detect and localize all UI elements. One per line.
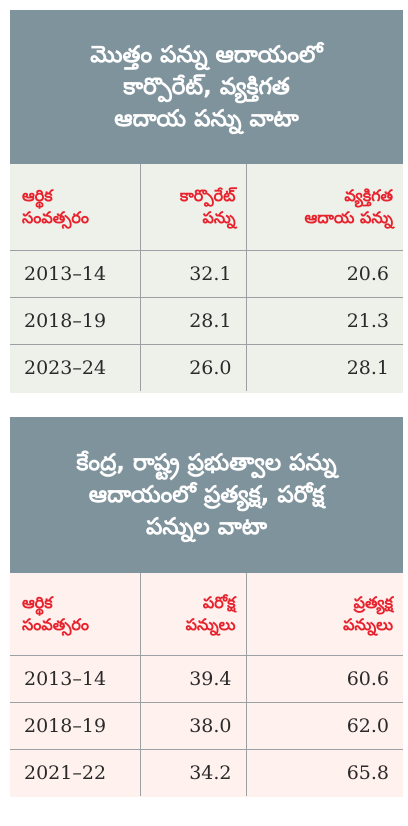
- header-personal-income-tax: వ్యక్తిగత ఆదాయ పన్ను: [245, 164, 403, 250]
- cell-direct: 62.0: [245, 702, 403, 749]
- title-line: ఆదాయంలో ప్రత్యక్ష, పరోక్ష: [88, 482, 325, 508]
- cell-indirect: 39.4: [139, 655, 246, 702]
- cell-corporate: 28.1: [139, 297, 246, 344]
- tax-share-table: ఆర్థిక సంవత్సరం పరోక్ష పన్నులు ప్రత్యక్ష పన…: [10, 573, 403, 796]
- table-row: 2021–22 34.2 65.8: [10, 749, 403, 796]
- cell-year: 2018–19: [24, 309, 107, 332]
- table-row: 2018–19 38.0 62.0: [10, 702, 403, 749]
- cell-year: 2013–14: [24, 667, 107, 690]
- cell-personal: 20.6: [245, 250, 403, 297]
- cell-direct: 60.6: [245, 655, 403, 702]
- title-line: పన్నుల వాటా: [146, 514, 267, 540]
- cell-year: 2018–19: [24, 714, 107, 737]
- header-financial-year: ఆర్థిక సంవత్సరం: [22, 592, 89, 634]
- cell-indirect: 38.0: [139, 702, 246, 749]
- cell-indirect: 34.2: [139, 749, 246, 796]
- cell-year: 2013–14: [24, 262, 107, 285]
- header-financial-year: ఆర్థిక సంవత్సరం: [22, 185, 89, 227]
- title-line: మొత్తం పన్ను ఆదాయంలో: [90, 42, 323, 68]
- header-direct-taxes: ప్రత్యక్ష పన్నులు: [245, 573, 403, 655]
- header-row: ఆర్థిక సంవత్సరం కార్పొరేట్‌ పన్ను వ్యక్తిగ…: [10, 164, 403, 250]
- table-row: 2018–19 28.1 21.3: [10, 297, 403, 344]
- cell-corporate: 32.1: [139, 250, 246, 297]
- header-row: ఆర్థిక సంవత్సరం పరోక్ష పన్నులు ప్రత్యక్ష పన…: [10, 573, 403, 655]
- title-line: ఆదాయ పన్ను వాటా: [114, 106, 299, 132]
- cell-direct: 65.8: [245, 749, 403, 796]
- title-line: కార్పొరేట్‌, వ్యక్తిగత: [123, 74, 290, 100]
- cell-year: 2023–24: [24, 356, 107, 379]
- table-row: 2013–14 39.4 60.6: [10, 655, 403, 702]
- title-line: కేంద్ర, రాష్ట్ర ప్రభుత్వాల పన్ను: [76, 450, 337, 476]
- tax-share-table: ఆర్థిక సంవత్సరం కార్పొరేట్‌ పన్ను వ్యక్తిగ…: [10, 164, 403, 391]
- cell-personal: 28.1: [245, 344, 403, 391]
- card-title: కేంద్ర, రాష్ట్ర ప్రభుత్వాల పన్ను ఆదాయంలో…: [10, 417, 403, 573]
- card-title: మొత్తం పన్ను ఆదాయంలో కార్పొరేట్‌, వ్యక్త…: [10, 10, 403, 164]
- header-corporate-tax: కార్పొరేట్‌ పన్ను: [139, 164, 246, 250]
- corporate-personal-tax-share-card: మొత్తం పన్ను ఆదాయంలో కార్పొరేట్‌, వ్యక్త…: [10, 10, 403, 393]
- table-row: 2013–14 32.1 20.6: [10, 250, 403, 297]
- direct-indirect-tax-share-card: కేంద్ర, రాష్ట్ర ప్రభుత్వాల పన్ను ఆదాయంలో…: [10, 417, 403, 797]
- table-row: 2023–24 26.0 28.1: [10, 344, 403, 391]
- cell-corporate: 26.0: [139, 344, 246, 391]
- cell-year: 2021–22: [24, 761, 107, 784]
- cell-personal: 21.3: [245, 297, 403, 344]
- header-indirect-taxes: పరోక్ష పన్నులు: [139, 573, 246, 655]
